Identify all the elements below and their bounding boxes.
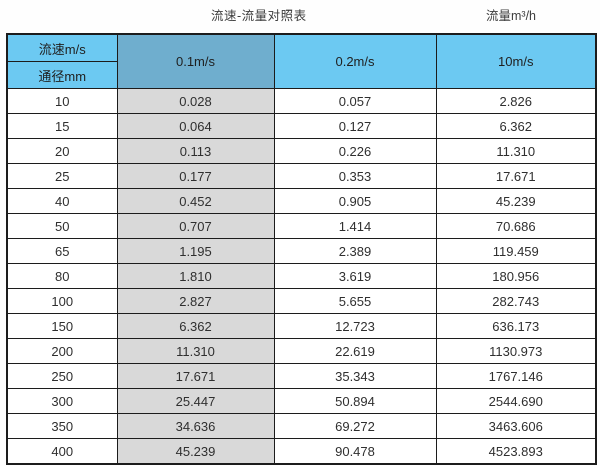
value-cell: 4523.893 bbox=[435, 438, 597, 465]
table-row: 15 0.064 0.127 6.362 bbox=[6, 113, 597, 139]
table-title: 流速-流量对照表 bbox=[211, 9, 307, 23]
value-cell: 2.827 bbox=[116, 288, 275, 314]
value-cell: 0.452 bbox=[116, 188, 275, 214]
table-row: 150 6.362 12.723 636.173 bbox=[6, 313, 597, 339]
value-cell: 0.113 bbox=[116, 138, 275, 164]
table-header-row-bottom: 通径mm bbox=[6, 61, 596, 89]
value-cell: 0.028 bbox=[116, 88, 275, 114]
value-cell: 5.655 bbox=[273, 288, 437, 314]
value-cell: 3.619 bbox=[273, 263, 437, 289]
value-cell: 1.414 bbox=[273, 213, 437, 239]
value-cell: 0.707 bbox=[116, 213, 275, 239]
table-row: 100 2.827 5.655 282.743 bbox=[6, 288, 597, 314]
diameter-cell: 150 bbox=[6, 313, 118, 339]
diameter-cell: 200 bbox=[6, 338, 118, 364]
table-row: 10 0.028 0.057 2.826 bbox=[6, 88, 597, 114]
diameter-cell: 20 bbox=[6, 138, 118, 164]
value-cell: 0.353 bbox=[273, 163, 437, 189]
table-header-row-top: 流速m/s 0.1m/s 0.2m/s 10m/s bbox=[6, 33, 597, 89]
table-row: 20 0.113 0.226 11.310 bbox=[6, 138, 597, 164]
value-cell: 180.956 bbox=[435, 263, 597, 289]
table-row: 50 0.707 1.414 70.686 bbox=[6, 213, 597, 239]
value-cell: 119.459 bbox=[435, 238, 597, 264]
diameter-cell: 65 bbox=[6, 238, 118, 264]
value-cell: 22.619 bbox=[273, 338, 437, 364]
table-row: 200 11.310 22.619 1130.973 bbox=[6, 338, 597, 364]
value-cell: 0.177 bbox=[116, 163, 275, 189]
table-captions: 流速-流量对照表 流量m³/h bbox=[0, 0, 600, 33]
value-cell: 12.723 bbox=[273, 313, 437, 339]
value-cell: 45.239 bbox=[116, 438, 275, 465]
table-row: 80 1.810 3.619 180.956 bbox=[6, 263, 597, 289]
table-row: 300 25.447 50.894 2544.690 bbox=[6, 388, 597, 414]
value-cell: 0.226 bbox=[273, 138, 437, 164]
value-cell: 3463.606 bbox=[435, 413, 597, 439]
table-row: 250 17.671 35.343 1767.146 bbox=[6, 363, 597, 389]
value-cell: 0.057 bbox=[273, 88, 437, 114]
diameter-cell: 100 bbox=[6, 288, 118, 314]
value-cell: 6.362 bbox=[116, 313, 275, 339]
value-cell: 1.810 bbox=[116, 263, 275, 289]
header-column-10ms: 10m/s bbox=[435, 33, 597, 89]
value-cell: 70.686 bbox=[435, 213, 597, 239]
value-cell: 11.310 bbox=[116, 338, 275, 364]
table-row: 350 34.636 69.272 3463.606 bbox=[6, 413, 597, 439]
header-velocity-label: 流速m/s bbox=[6, 33, 118, 62]
diameter-cell: 40 bbox=[6, 188, 118, 214]
value-cell: 0.127 bbox=[273, 113, 437, 139]
diameter-cell: 80 bbox=[6, 263, 118, 289]
value-cell: 6.362 bbox=[435, 113, 597, 139]
value-cell: 69.272 bbox=[273, 413, 437, 439]
table-row: 65 1.195 2.389 119.459 bbox=[6, 238, 597, 264]
diameter-cell: 400 bbox=[6, 438, 118, 465]
header-column-0.1ms: 0.1m/s bbox=[116, 33, 275, 89]
value-cell: 2544.690 bbox=[435, 388, 597, 414]
value-cell: 1130.973 bbox=[435, 338, 597, 364]
header-column-0.2ms: 0.2m/s bbox=[273, 33, 437, 89]
value-cell: 45.239 bbox=[435, 188, 597, 214]
table-row: 400 45.239 90.478 4523.893 bbox=[6, 438, 597, 465]
value-cell: 2.389 bbox=[273, 238, 437, 264]
value-cell: 17.671 bbox=[435, 163, 597, 189]
value-cell: 25.447 bbox=[116, 388, 275, 414]
value-cell: 90.478 bbox=[273, 438, 437, 465]
header-diameter-label: 通径mm bbox=[6, 61, 118, 89]
diameter-cell: 250 bbox=[6, 363, 118, 389]
value-cell: 50.894 bbox=[273, 388, 437, 414]
value-cell: 0.905 bbox=[273, 188, 437, 214]
flow-unit-label: 流量m³/h bbox=[486, 9, 537, 23]
value-cell: 35.343 bbox=[273, 363, 437, 389]
value-cell: 34.636 bbox=[116, 413, 275, 439]
table-row: 25 0.177 0.353 17.671 bbox=[6, 163, 597, 189]
table-row: 40 0.452 0.905 45.239 bbox=[6, 188, 597, 214]
diameter-cell: 50 bbox=[6, 213, 118, 239]
value-cell: 282.743 bbox=[435, 288, 597, 314]
value-cell: 2.826 bbox=[435, 88, 597, 114]
flow-rate-table: 流速m/s 0.1m/s 0.2m/s 10m/s 通径mm 10 0.028 … bbox=[6, 33, 597, 465]
value-cell: 1767.146 bbox=[435, 363, 597, 389]
diameter-cell: 300 bbox=[6, 388, 118, 414]
value-cell: 11.310 bbox=[435, 138, 597, 164]
diameter-cell: 10 bbox=[6, 88, 118, 114]
diameter-cell: 350 bbox=[6, 413, 118, 439]
diameter-cell: 15 bbox=[6, 113, 118, 139]
value-cell: 17.671 bbox=[116, 363, 275, 389]
value-cell: 0.064 bbox=[116, 113, 275, 139]
diameter-cell: 25 bbox=[6, 163, 118, 189]
value-cell: 1.195 bbox=[116, 238, 275, 264]
value-cell: 636.173 bbox=[435, 313, 597, 339]
